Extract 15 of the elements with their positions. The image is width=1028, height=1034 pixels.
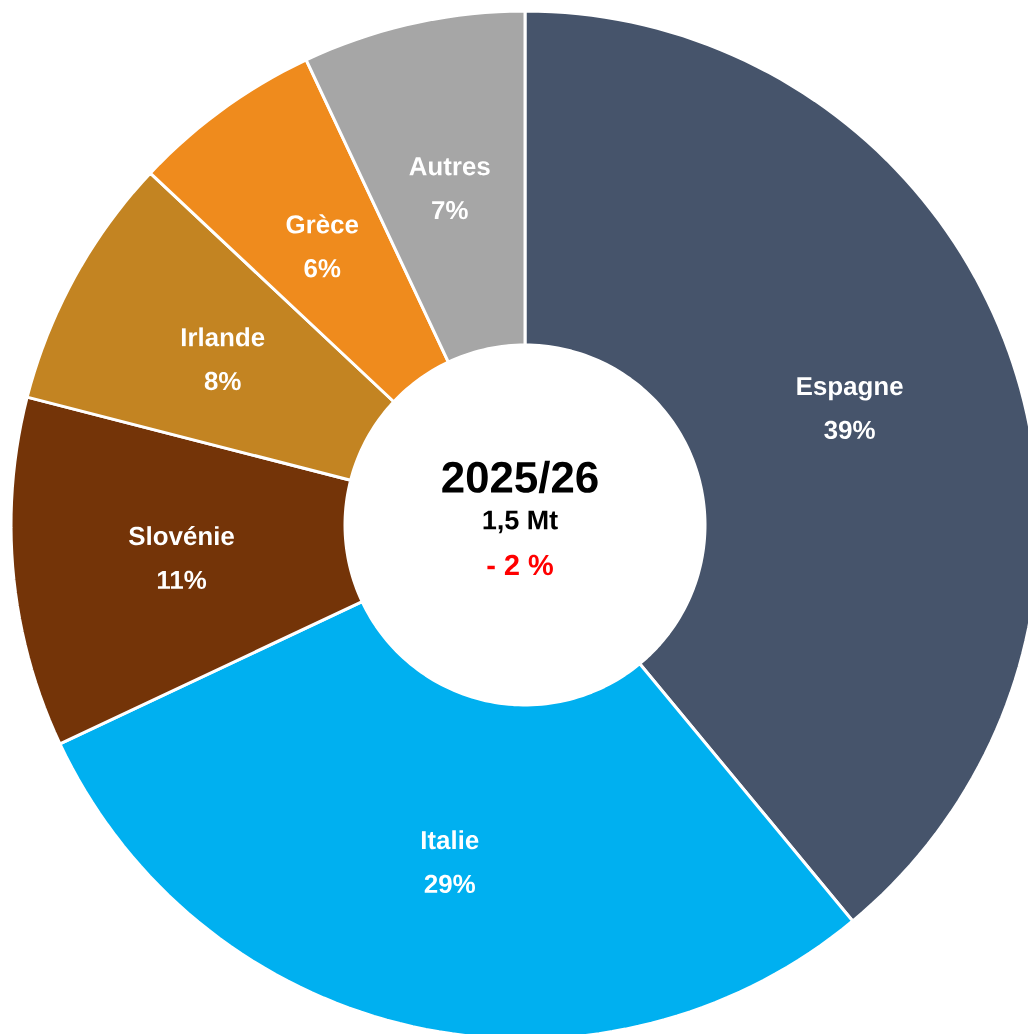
text: 2025/26 [442,460,598,494]
slice-label: Irlande [181,327,265,347]
data-label: 6% [304,259,341,278]
data-label: 11% [157,570,207,589]
slice-label: Italie [421,830,479,850]
slice-label: Espagne [797,377,903,401]
slice-label: Autres [409,157,490,176]
text: - 2 % [487,554,553,576]
data-label: 29% [424,874,475,894]
slice-label: Grèce [286,214,359,234]
data-label: 7% [432,201,468,220]
text: 1,5 Mt [483,510,558,534]
slice-label: Slovénie [129,525,234,546]
data-label: 39% [824,420,875,440]
data-label: 8% [204,371,241,391]
